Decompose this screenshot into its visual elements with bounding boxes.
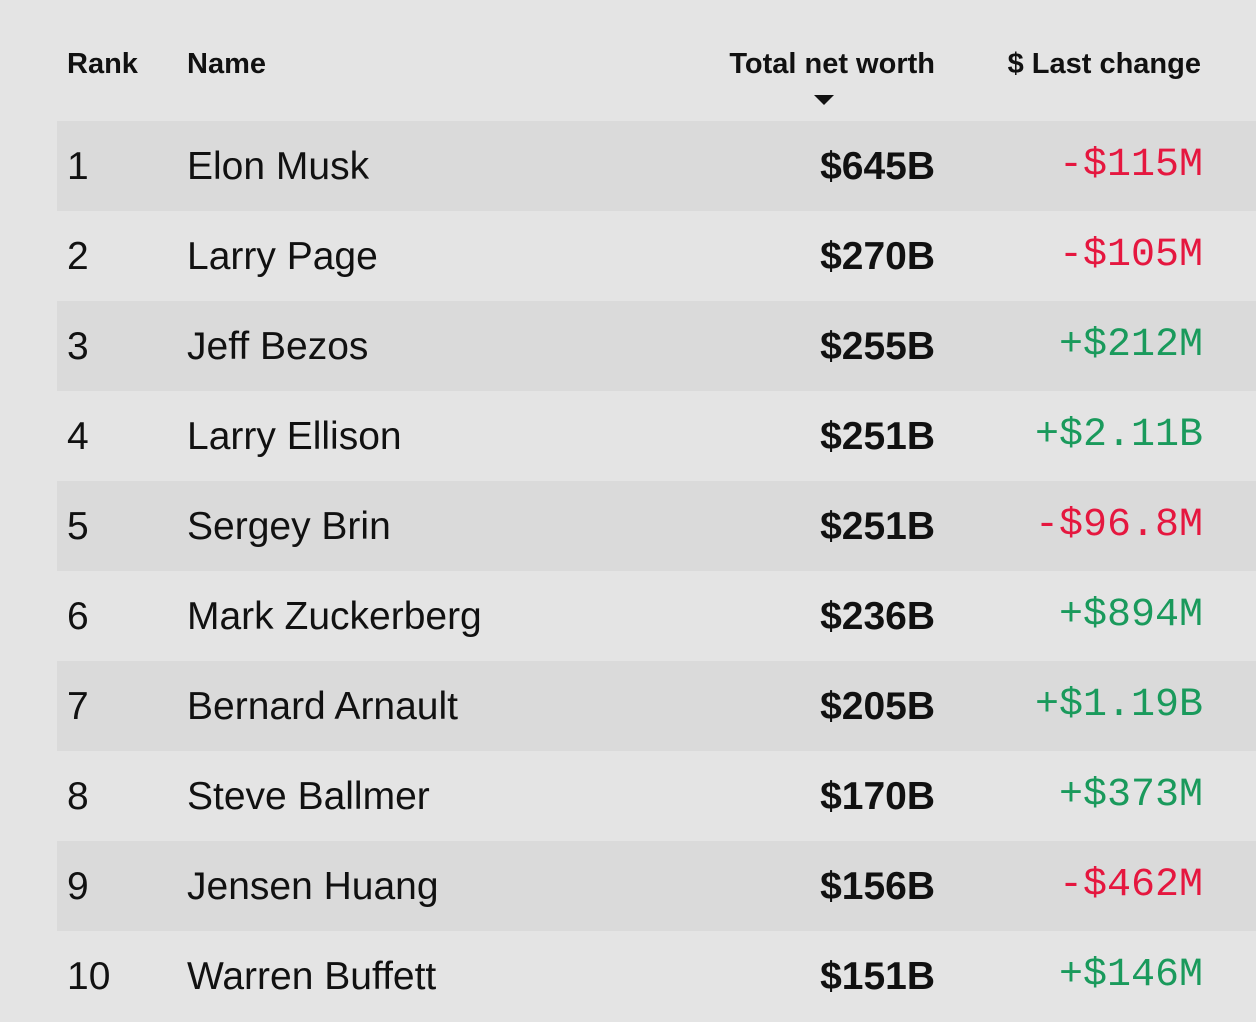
name-header[interactable]: Name	[187, 48, 266, 80]
last-change: -$115M	[1058, 143, 1203, 188]
sort-arrow[interactable]	[813, 94, 835, 106]
table-row: 9 Jensen Huang $156B -$462M	[57, 841, 1256, 931]
net-worth: $236B	[820, 595, 935, 638]
table-row: 8 Steve Ballmer $170B +$373M	[57, 751, 1256, 841]
name: Bernard Arnault	[187, 685, 459, 728]
name: Jeff Bezos	[187, 325, 369, 368]
name: Mark Zuckerberg	[187, 595, 482, 638]
last-change-header[interactable]: $ Last change	[1007, 48, 1201, 80]
net-worth: $270B	[820, 235, 935, 278]
last-change: +$212M	[1058, 323, 1203, 368]
rank: 6	[67, 595, 89, 638]
table-row: 4 Larry Ellison $251B +$2.11B	[57, 391, 1256, 481]
table-row: 5 Sergey Brin $251B -$96.8M	[57, 481, 1256, 571]
last-change: +$2.11B	[1034, 413, 1203, 458]
net-worth: $151B	[820, 955, 935, 998]
table-row: 2 Larry Page $270B -$105M	[57, 211, 1256, 301]
rank: 7	[67, 685, 89, 728]
net-worth-header[interactable]: Total net worth	[729, 48, 935, 80]
net-worth: $156B	[820, 865, 935, 908]
table-row: 1 Elon Musk $645B -$115M	[57, 121, 1256, 211]
table-row: 7 Bernard Arnault $205B +$1.19B	[57, 661, 1256, 751]
name: Jensen Huang	[187, 865, 439, 908]
table-row: 6 Mark Zuckerberg $236B +$894M	[57, 571, 1256, 661]
last-change: +$1.19B	[1034, 683, 1203, 728]
net-worth: $255B	[820, 325, 935, 368]
sort-arrow-icon	[814, 95, 834, 105]
rank: 9	[67, 865, 89, 908]
name: Warren Buffett	[187, 955, 437, 998]
net-worth: $170B	[820, 775, 935, 818]
net-worth: $645B	[820, 145, 935, 188]
last-change: -$462M	[1058, 863, 1203, 908]
net-worth: $251B	[820, 505, 935, 548]
table-row: 3 Jeff Bezos $255B +$212M	[57, 301, 1256, 391]
rank: 4	[67, 415, 89, 458]
rank: 8	[67, 775, 89, 818]
table-row: 10 Warren Buffett $151B +$146M	[57, 931, 1256, 1021]
name: Larry Page	[187, 235, 378, 278]
name: Larry Ellison	[187, 415, 402, 458]
name: Sergey Brin	[187, 505, 391, 548]
name: Steve Ballmer	[187, 775, 430, 818]
last-change: +$894M	[1058, 593, 1203, 638]
last-change: -$105M	[1058, 233, 1203, 278]
last-change: +$146M	[1058, 953, 1203, 998]
last-change: +$373M	[1058, 773, 1203, 818]
last-change: -$96.8M	[1034, 503, 1203, 548]
rank: 10	[67, 955, 111, 998]
rank: 2	[67, 235, 89, 278]
rank: 1	[67, 145, 89, 188]
rank: 5	[67, 505, 89, 548]
rank: 3	[67, 325, 89, 368]
net-worth: $251B	[820, 415, 935, 458]
net-worth: $205B	[820, 685, 935, 728]
name: Elon Musk	[187, 145, 370, 188]
rank-header[interactable]: Rank	[67, 48, 138, 80]
